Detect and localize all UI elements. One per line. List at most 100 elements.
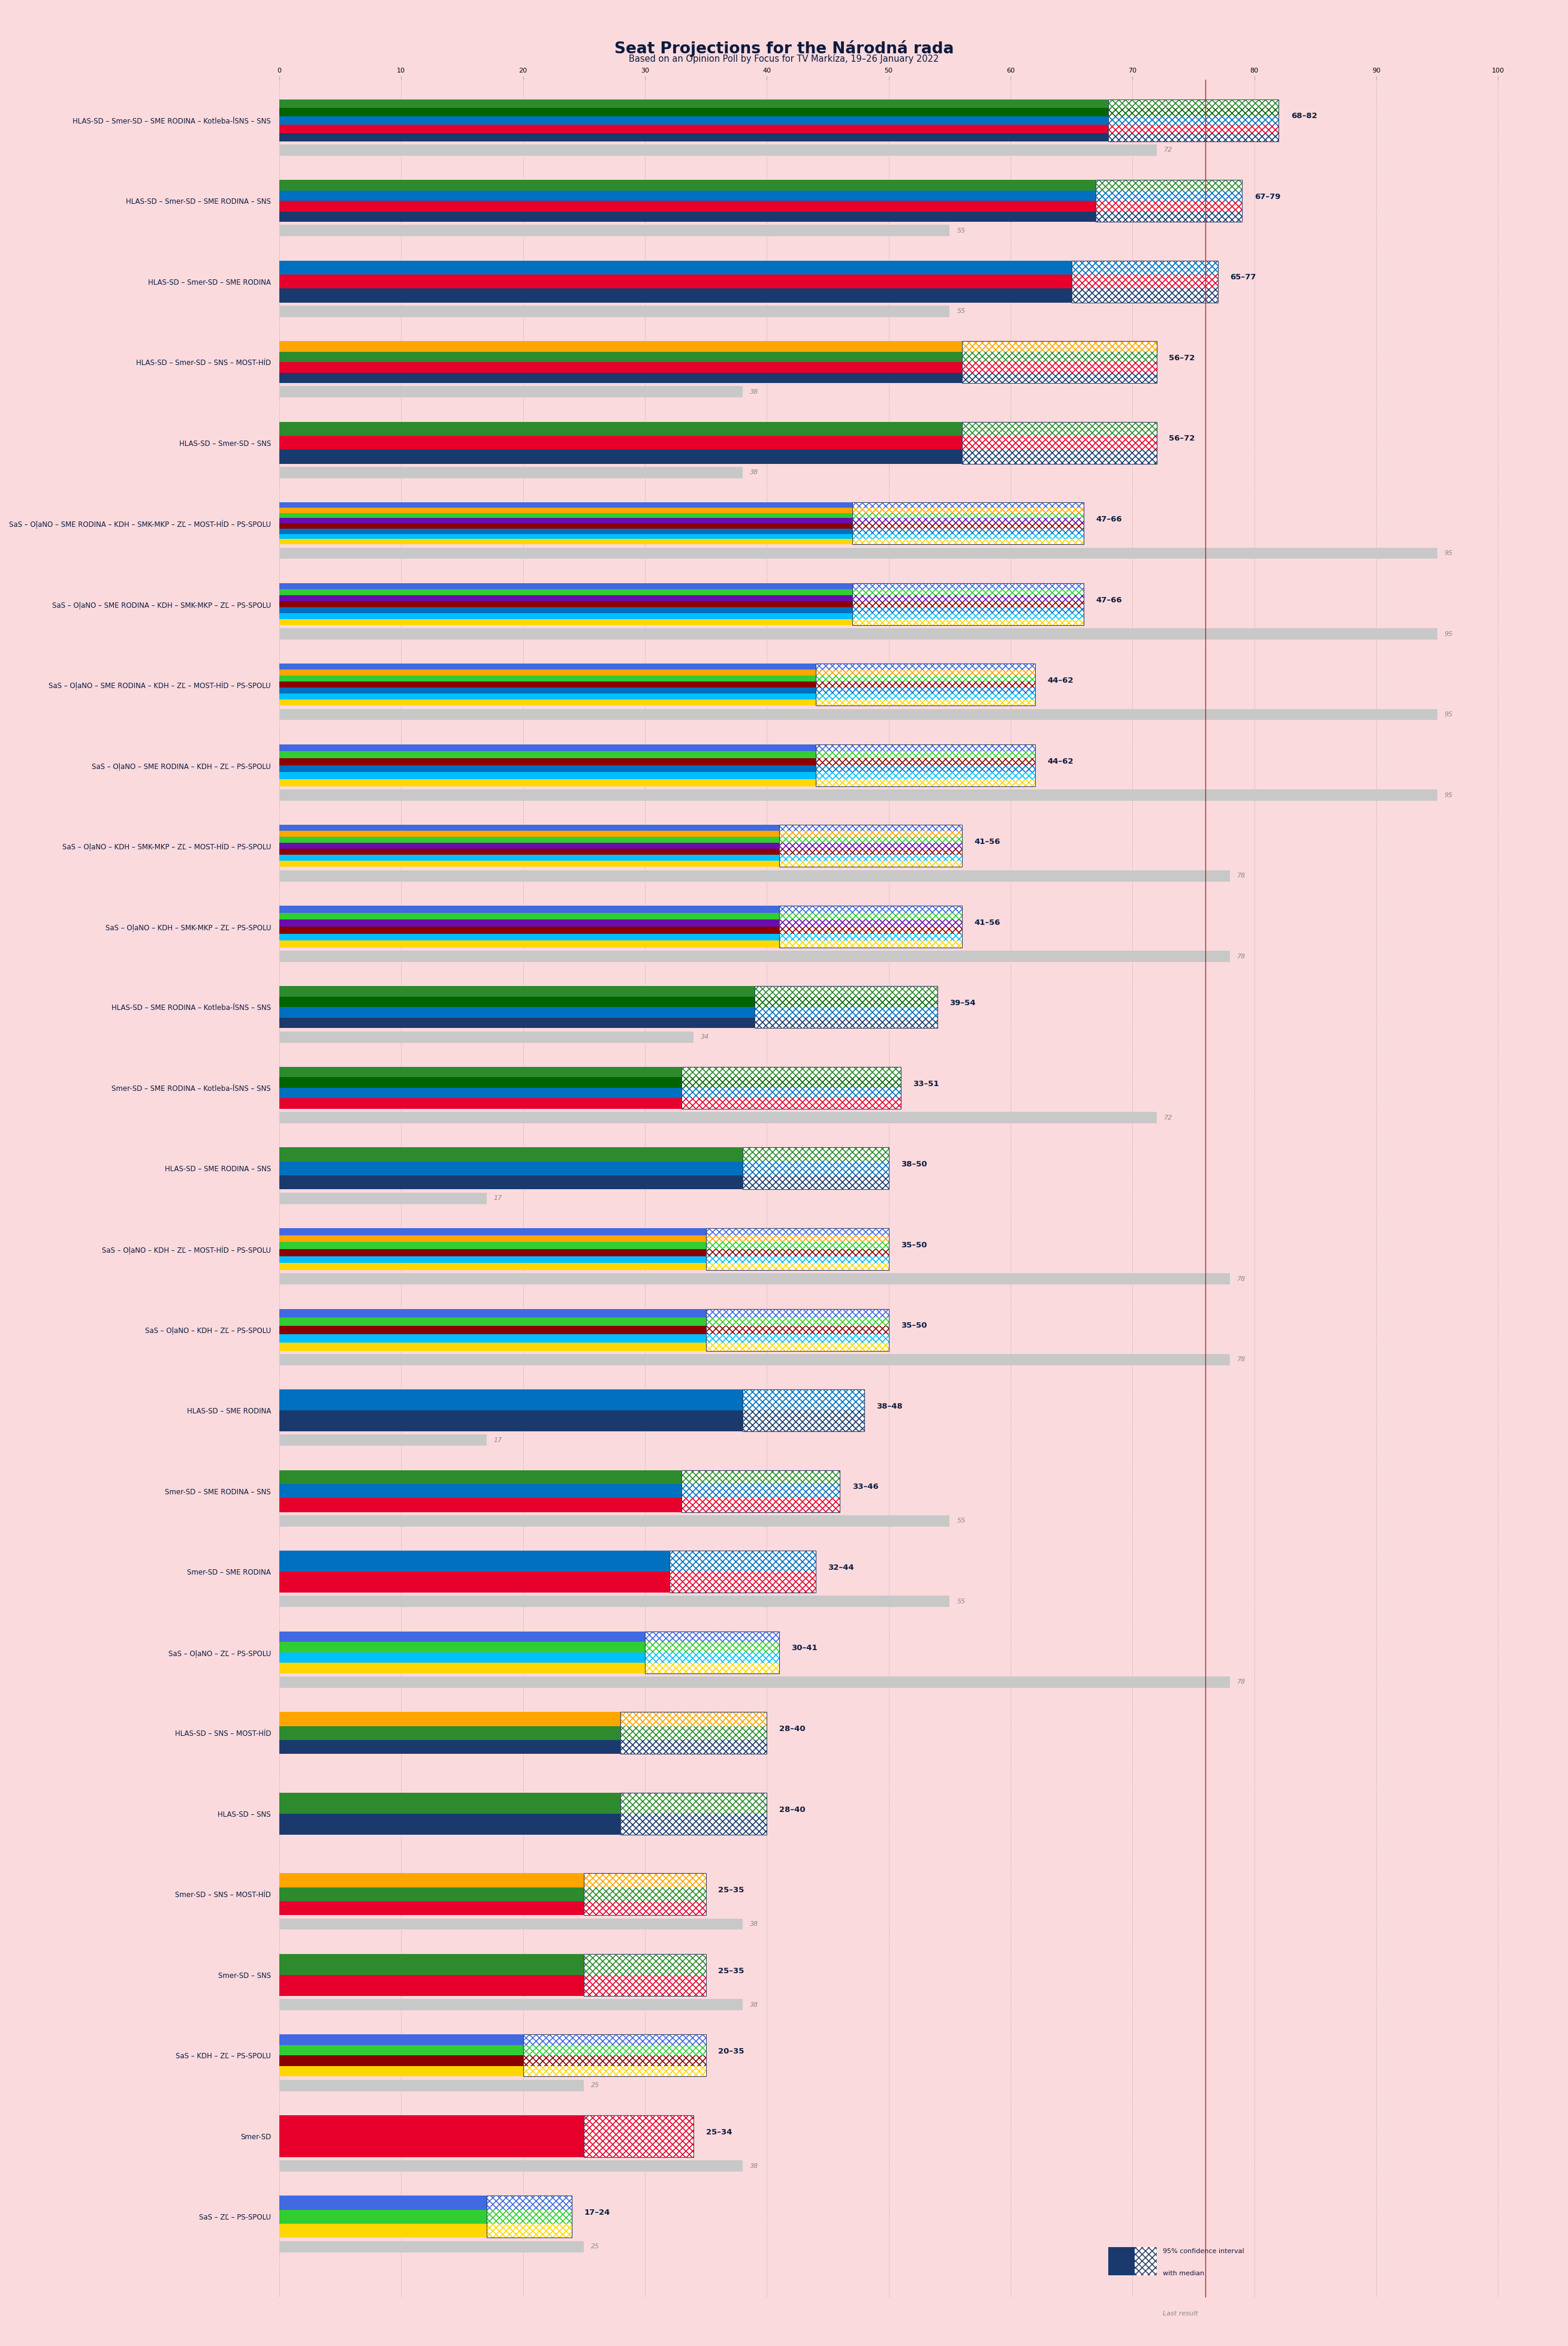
Bar — [851, 584, 1083, 624]
Bar — [279, 1572, 670, 1593]
Bar — [1109, 124, 1278, 134]
Bar — [779, 934, 961, 941]
Bar — [279, 1792, 621, 1813]
Bar — [706, 1316, 889, 1325]
Bar — [851, 589, 1083, 596]
Bar — [815, 744, 1035, 786]
Text: 38: 38 — [750, 1921, 759, 1926]
Bar — [706, 1342, 889, 1351]
Bar — [961, 373, 1157, 382]
Bar — [851, 608, 1083, 612]
Bar — [961, 352, 1157, 361]
Bar — [682, 1067, 902, 1077]
Bar — [279, 1077, 682, 1089]
Bar — [779, 842, 961, 849]
Bar — [706, 1234, 889, 1241]
Bar — [524, 2046, 706, 2055]
Bar — [961, 361, 1157, 373]
Text: 39–54: 39–54 — [950, 999, 975, 1006]
Bar — [815, 772, 1035, 779]
Text: 28–40: 28–40 — [779, 1806, 804, 1813]
Bar — [851, 596, 1083, 601]
Text: 35–50: 35–50 — [902, 1321, 927, 1330]
Bar — [279, 584, 851, 589]
Bar — [779, 826, 961, 830]
Text: Seat Projections for the Národná rada: Seat Projections for the Národná rada — [615, 40, 953, 56]
Bar — [779, 913, 961, 920]
Text: 55: 55 — [956, 228, 966, 235]
Bar — [1071, 274, 1218, 289]
Bar — [486, 2196, 572, 2210]
Bar — [279, 861, 779, 868]
Bar — [1071, 274, 1218, 289]
Bar — [621, 1813, 767, 1835]
Bar — [279, 683, 815, 687]
Bar — [815, 687, 1035, 694]
Bar — [583, 1872, 706, 1886]
Bar — [1096, 181, 1242, 223]
Bar — [779, 826, 961, 868]
Text: 55: 55 — [956, 1518, 966, 1525]
Bar — [742, 1161, 889, 1175]
Text: 55: 55 — [956, 1598, 966, 1605]
Bar — [279, 906, 779, 913]
Bar — [279, 225, 950, 237]
Bar — [279, 1727, 621, 1741]
Bar — [779, 913, 961, 920]
Bar — [583, 1975, 706, 1996]
Bar — [279, 1741, 621, 1755]
Bar — [670, 1572, 815, 1593]
Bar — [851, 507, 1083, 514]
Bar — [1109, 134, 1278, 141]
Bar — [279, 838, 779, 842]
Bar — [279, 99, 1109, 108]
Bar — [1109, 2247, 1135, 2276]
Bar — [279, 1032, 693, 1042]
Text: 95: 95 — [1444, 793, 1454, 798]
Bar — [279, 854, 779, 861]
Bar — [670, 1551, 815, 1593]
Bar — [279, 1410, 742, 1431]
Bar — [644, 1642, 779, 1652]
Bar — [779, 838, 961, 842]
Bar — [682, 1067, 902, 1077]
Bar — [779, 920, 961, 927]
Bar — [279, 1067, 682, 1077]
Bar — [279, 523, 851, 528]
Bar — [279, 2210, 486, 2224]
Bar — [583, 1900, 706, 1914]
Bar — [682, 1077, 902, 1089]
Bar — [279, 589, 851, 596]
Bar — [524, 2034, 706, 2046]
Bar — [851, 518, 1083, 523]
Bar — [682, 1499, 840, 1513]
Bar — [815, 765, 1035, 772]
Bar — [1109, 99, 1278, 141]
Bar — [851, 514, 1083, 518]
Text: 25–34: 25–34 — [706, 2128, 732, 2135]
Bar — [279, 1248, 706, 1255]
Bar — [1109, 115, 1278, 124]
Bar — [279, 1342, 706, 1351]
Bar — [279, 202, 1096, 211]
Bar — [815, 751, 1035, 758]
Bar — [279, 1642, 644, 1652]
Bar — [742, 1389, 864, 1431]
Bar — [279, 1900, 583, 1914]
Bar — [851, 589, 1083, 596]
Bar — [706, 1241, 889, 1248]
Bar — [279, 547, 1438, 558]
Bar — [1071, 260, 1218, 274]
Bar — [851, 528, 1083, 535]
Bar — [486, 2210, 572, 2224]
Bar — [742, 1147, 889, 1189]
Bar — [1109, 99, 1278, 108]
Text: 17: 17 — [494, 1438, 502, 1443]
Bar — [279, 1241, 706, 1248]
Bar — [851, 502, 1083, 544]
Bar — [851, 612, 1083, 619]
Bar — [279, 1335, 706, 1342]
Bar — [279, 305, 950, 317]
Bar — [621, 1813, 767, 1835]
Bar — [961, 373, 1157, 382]
